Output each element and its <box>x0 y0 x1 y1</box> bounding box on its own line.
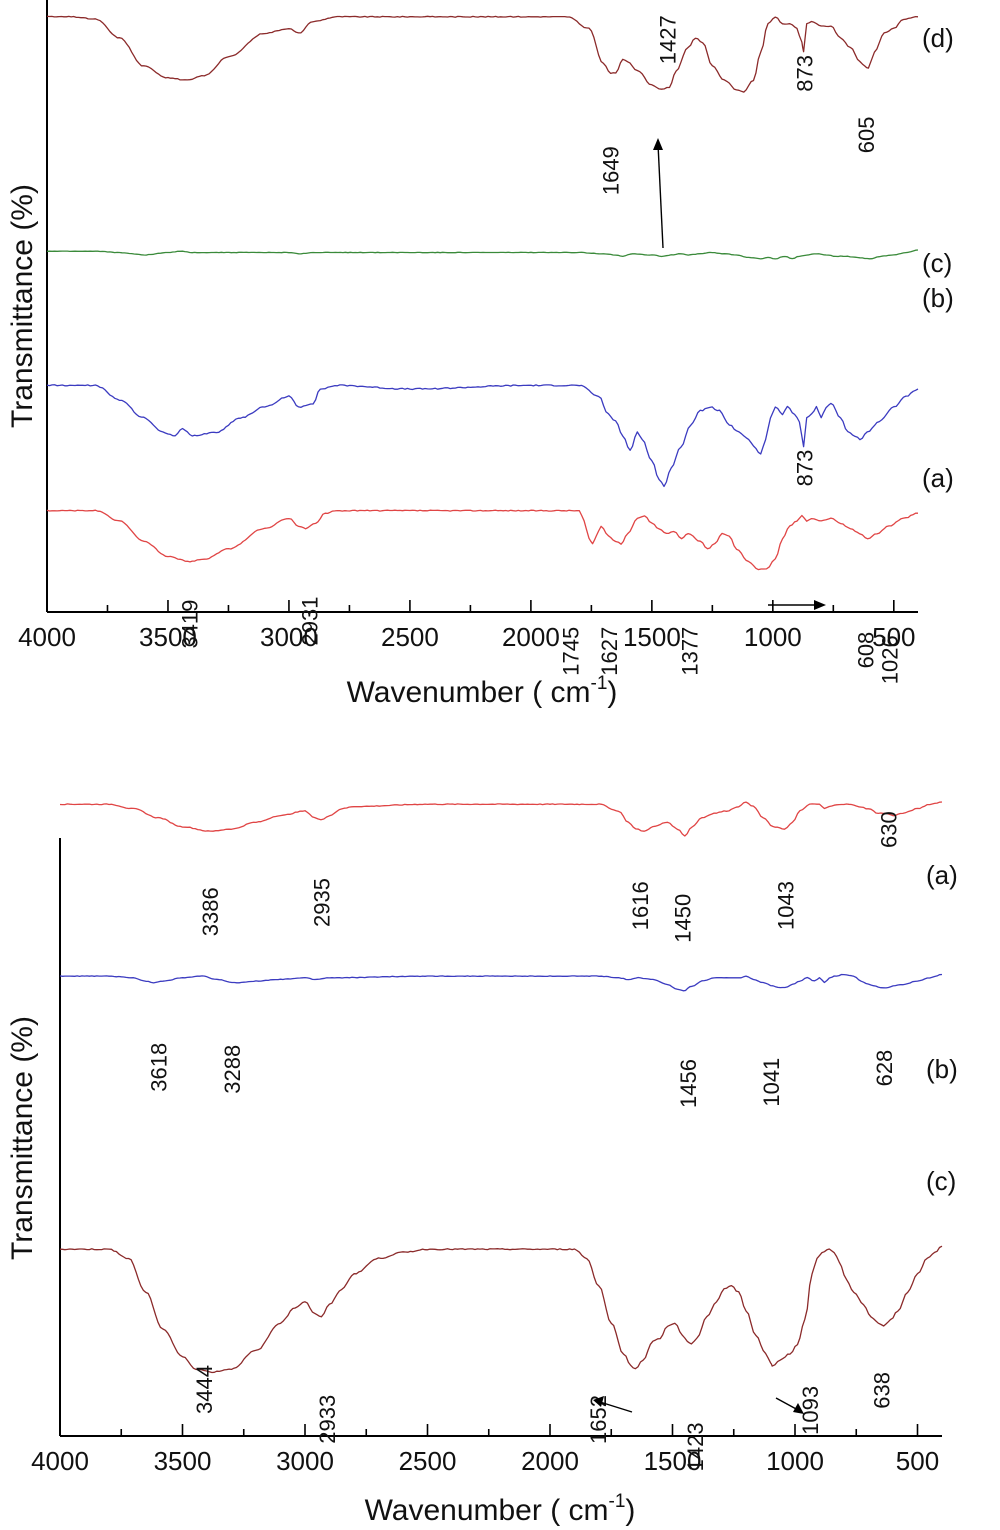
series-line-c <box>46 249 919 260</box>
panel-bottom-x-title: Wavenumber ( cm-1) <box>365 1491 636 1527</box>
x-tick-label-1000: 1000 <box>744 622 802 652</box>
peak-label-1041: 1041 <box>759 1058 784 1107</box>
panel-top-x-title: Wavenumber ( cm-1) <box>347 673 618 709</box>
panel-bottom-x-ticks: 4000 3500 3000 2500 2000 1500 1000 500 <box>31 1424 939 1476</box>
peak-label-1627: 1627 <box>597 627 622 676</box>
peak-label-2931: 2931 <box>297 597 322 646</box>
peak-label-630: 630 <box>876 811 901 848</box>
peak-label-2935: 2935 <box>310 878 335 927</box>
x-tick-label-3500: 3500 <box>139 622 197 652</box>
x-tick-label-2500: 2500 <box>381 622 439 652</box>
arrow-1093 <box>775 1397 799 1411</box>
series-label-c: (c) <box>926 1166 956 1196</box>
peak-label-1026: 1026 <box>877 635 902 684</box>
panel-top-x-ticks: 4000 3500 3000 2500 2000 1500 1000 500 <box>18 600 916 652</box>
x-tick-label-3000: 3000 <box>276 1446 334 1476</box>
peak-label-1093: 1093 <box>798 1386 823 1435</box>
series-label-c: (c) <box>922 248 952 278</box>
arrow-1652-head <box>593 1396 604 1407</box>
panel-bottom-annotations <box>593 1396 804 1414</box>
peak-label-3386: 3386 <box>198 887 223 936</box>
panel-bottom-y-title: Transmittance (%) <box>6 1016 39 1260</box>
peak-label-1456: 1456 <box>676 1059 701 1108</box>
series-line-b <box>46 384 919 488</box>
x-tick-label-500: 500 <box>872 622 915 652</box>
peak-label-3419: 3419 <box>177 600 202 649</box>
series-label-a: (a) <box>926 860 958 890</box>
x-tick-label-4000: 4000 <box>31 1446 89 1476</box>
peak-label-1423: 1423 <box>683 1422 708 1471</box>
x-tick-label-1000: 1000 <box>766 1446 824 1476</box>
peak-label-638: 638 <box>870 1372 895 1409</box>
arrow-1652 <box>599 1401 633 1413</box>
x-tick-label-1500: 1500 <box>644 1446 702 1476</box>
x-tick-label-2000: 2000 <box>502 622 560 652</box>
x-tick-label-500: 500 <box>896 1446 939 1476</box>
series-line-a <box>46 509 918 571</box>
series-label-b: (b) <box>922 283 954 313</box>
peak-label-3444: 3444 <box>192 1365 217 1414</box>
peak-label-1377: 1377 <box>677 627 702 676</box>
x-tick-label-3500: 3500 <box>154 1446 212 1476</box>
peak-label-3618: 3618 <box>146 1043 171 1092</box>
panel-top-annotations <box>653 138 826 610</box>
peak-label-605: 605 <box>854 117 879 154</box>
peak-label-1450: 1450 <box>671 894 696 943</box>
series-label-d: (d) <box>922 23 954 53</box>
panel-top-y-title: Transmittance (%) <box>6 184 39 428</box>
peak-label-1745: 1745 <box>558 627 583 676</box>
arrow-1026-head <box>814 600 826 610</box>
x-tick-label-1500: 1500 <box>623 622 681 652</box>
peak-label-2933: 2933 <box>315 1395 340 1444</box>
peak-label-1427: 1427 <box>655 15 680 64</box>
arrow-1093-head <box>793 1403 804 1414</box>
peak-label-873: 873 <box>792 55 817 92</box>
peak-label-1649: 1649 <box>599 146 624 195</box>
peak-label-873: 873 <box>792 450 817 487</box>
series-label-a: (a) <box>922 463 954 493</box>
arrow-1427-head <box>653 138 663 150</box>
series-line-c <box>59 1245 943 1374</box>
peak-label-1616: 1616 <box>628 881 653 930</box>
panel-top: 4000 3500 3000 2500 2000 1500 1000 500 (d) 1649 1… <box>6 0 954 709</box>
x-tick-label-4000: 4000 <box>18 622 76 652</box>
x-tick-label-2000: 2000 <box>521 1446 579 1476</box>
panel-top-series: (d) 1649 1427 873 605 (c) (b) 873 (a) 3419 2931 174… <box>46 15 954 684</box>
peak-label-1043: 1043 <box>773 881 798 930</box>
panel-bottom: 4000 3500 3000 2500 2000 1500 1000 500 (a) 3386 2… <box>6 801 958 1527</box>
peak-label-3288: 3288 <box>220 1045 245 1094</box>
panel-bottom-series: (a) 3386 2935 1616 1450 1043 630 (b) 3618 3288 145… <box>59 801 958 1471</box>
x-tick-label-2500: 2500 <box>399 1446 457 1476</box>
series-line-b <box>59 973 943 992</box>
peak-label-628: 628 <box>872 1050 897 1087</box>
series-line-a <box>59 801 943 837</box>
x-tick-label-3000: 3000 <box>260 622 318 652</box>
peak-label-608: 608 <box>854 632 879 669</box>
series-label-b: (b) <box>926 1054 958 1084</box>
series-line-d <box>46 15 919 93</box>
arrow-1427 <box>657 143 664 249</box>
